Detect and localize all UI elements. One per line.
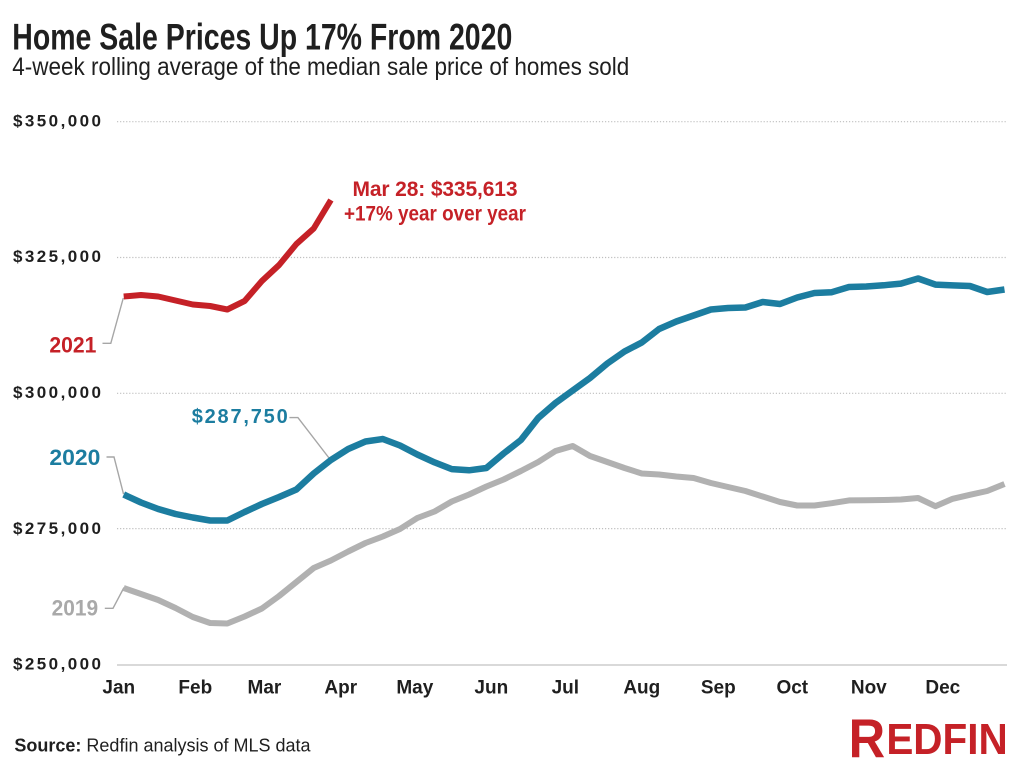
svg-text:$250,000: $250,000 [13, 655, 101, 674]
svg-text:Apr: Apr [324, 678, 357, 699]
svg-text:2019: 2019 [52, 596, 99, 621]
svg-text:Mar 28: $335,613: Mar 28: $335,613 [353, 178, 518, 201]
svg-text:Jun: Jun [474, 678, 508, 699]
svg-text:2021: 2021 [49, 332, 96, 357]
svg-text:$350,000: $350,000 [13, 111, 101, 130]
svg-text:$275,000: $275,000 [13, 519, 101, 538]
svg-text:Source: Redfin analysis of MLS: Source: Redfin analysis of MLS data [14, 735, 311, 755]
svg-text:Home Sale Prices Up 17% From 2: Home Sale Prices Up 17% From 2020 [12, 17, 512, 58]
svg-text:Feb: Feb [178, 678, 212, 699]
svg-text:Mar: Mar [248, 678, 282, 699]
svg-text:Jul: Jul [552, 678, 579, 699]
svg-text:+17% year over year: +17% year over year [344, 202, 526, 225]
svg-text:$287,750: $287,750 [192, 406, 288, 428]
svg-text:Sep: Sep [701, 678, 736, 699]
svg-text:May: May [396, 678, 433, 699]
svg-text:Dec: Dec [925, 678, 960, 699]
svg-text:Nov: Nov [851, 678, 887, 699]
svg-text:$300,000: $300,000 [13, 383, 101, 402]
svg-text:2020: 2020 [49, 445, 100, 470]
svg-text:4-week rolling average of the: 4-week rolling average of the median sal… [12, 53, 629, 81]
svg-text:$325,000: $325,000 [13, 247, 101, 266]
svg-text:Aug: Aug [623, 678, 660, 699]
svg-text:Jan: Jan [102, 678, 135, 699]
svg-text:Oct: Oct [776, 678, 808, 699]
svg-text:EDFIN: EDFIN [886, 715, 1007, 764]
svg-text:R: R [849, 709, 886, 768]
